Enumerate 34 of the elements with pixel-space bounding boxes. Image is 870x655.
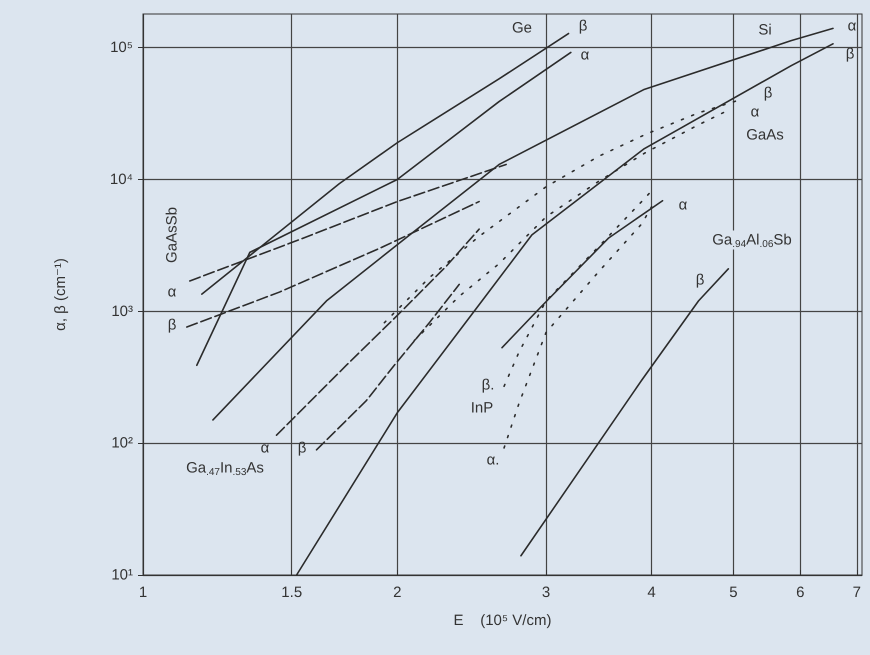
- x-axis-title: E (10⁵ V/cm): [454, 612, 552, 629]
- annotation: Si: [758, 22, 772, 38]
- annotation: α: [678, 196, 688, 214]
- annotation: β: [764, 84, 773, 102]
- annotation: Ge: [512, 20, 532, 36]
- y-tick-label: 10⁵: [110, 39, 133, 56]
- x-tick-label: 5: [729, 584, 738, 601]
- x-tick-label: 2: [393, 584, 402, 601]
- annotation: β.: [482, 376, 494, 394]
- y-tick-label: 10³: [111, 302, 133, 320]
- annotation: GaAsSb: [164, 207, 180, 263]
- annotation: InP: [470, 400, 494, 416]
- y-tick-label: 10⁴: [110, 170, 133, 188]
- annotation: β: [578, 18, 588, 34]
- x-tick-label: 7: [852, 584, 861, 601]
- x-tick-label: 6: [796, 584, 804, 601]
- annotation: α: [848, 18, 857, 34]
- annotation: α: [168, 284, 177, 300]
- annotation: α: [580, 46, 590, 64]
- x-tick-label: 1: [138, 584, 148, 601]
- annotation: β: [846, 46, 855, 62]
- annotation: α.: [486, 452, 500, 468]
- annotation: GaAs: [746, 126, 784, 144]
- y-tick-label: 10¹: [111, 566, 133, 584]
- x-tick-label: 4: [647, 584, 656, 601]
- x-tick-label: 3: [542, 584, 550, 601]
- y-tick-label: 10²: [111, 434, 133, 452]
- annotation: β: [696, 272, 705, 288]
- annotation: β: [298, 440, 307, 456]
- y-axis-title: α, β (cm⁻¹): [52, 258, 69, 331]
- annotation: β: [168, 316, 177, 334]
- annotation: α: [750, 104, 760, 120]
- annotation: α: [260, 440, 270, 456]
- x-tick-label: 1.5: [281, 584, 302, 601]
